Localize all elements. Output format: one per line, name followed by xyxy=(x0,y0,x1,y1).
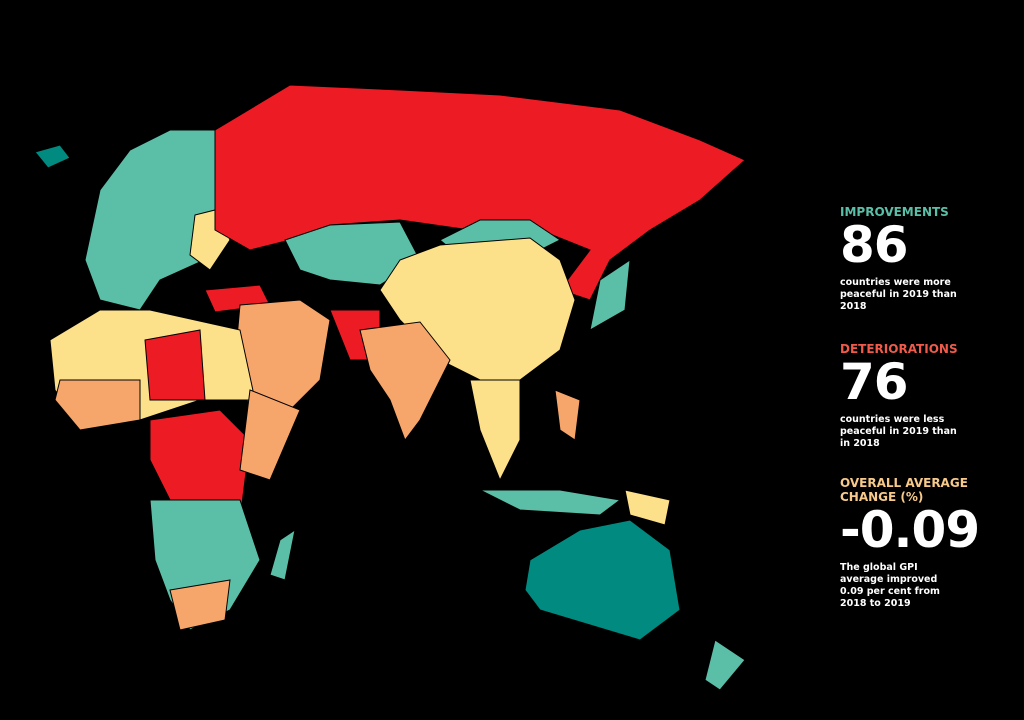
description: countries were less peaceful in 2019 tha… xyxy=(840,414,957,449)
east-africa xyxy=(239,389,301,481)
greenland xyxy=(34,144,71,169)
southeast-asia xyxy=(469,379,521,482)
improvements-block: IMPROVEMENTS 86 countries were more peac… xyxy=(840,205,970,313)
indonesia xyxy=(479,489,622,516)
number: 76 xyxy=(840,353,909,411)
number: 86 xyxy=(840,216,909,274)
libya-chad xyxy=(144,329,206,401)
india xyxy=(359,321,451,442)
australia xyxy=(524,519,681,641)
south-africa xyxy=(169,579,231,631)
new-zealand xyxy=(704,639,746,691)
description: The global GPI average improved 0.09 per… xyxy=(840,562,940,609)
philippines xyxy=(554,389,581,441)
west-africa xyxy=(54,379,141,431)
number: -0.09 xyxy=(840,501,980,559)
deteriorations-block: DETERIORATIONS 76 countries were less pe… xyxy=(840,342,970,450)
japan xyxy=(589,258,631,331)
papua-new-guinea xyxy=(624,489,671,526)
description: countries were more peaceful in 2019 tha… xyxy=(840,277,957,312)
label: DETERIORATIONS xyxy=(840,342,958,356)
overall-block: OVERALL AVERAGE CHANGE (%) -0.09 The glo… xyxy=(840,476,990,610)
label: IMPROVEMENTS xyxy=(840,205,949,219)
label: OVERALL AVERAGE CHANGE (%) xyxy=(840,476,968,504)
madagascar xyxy=(269,528,296,581)
